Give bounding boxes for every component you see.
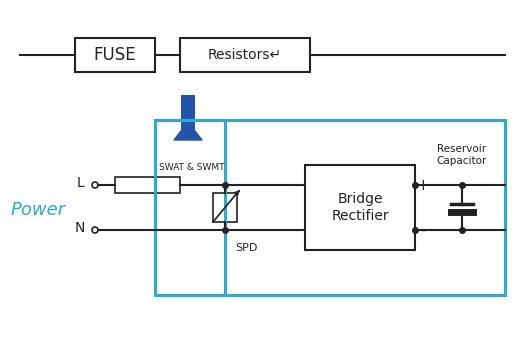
Text: SPD: SPD — [235, 243, 258, 253]
Text: ~: ~ — [289, 177, 302, 192]
Bar — [305, 165, 415, 250]
Text: +: + — [417, 177, 429, 192]
Bar — [213, 193, 237, 222]
Text: N: N — [75, 221, 85, 235]
Bar — [75, 38, 155, 72]
Text: Bridge
Rectifier: Bridge Rectifier — [331, 193, 389, 223]
Text: Power: Power — [11, 201, 66, 219]
Text: SWAT & SWMT: SWAT & SWMT — [159, 162, 225, 172]
Text: Reservoir
Capacitor: Reservoir Capacitor — [437, 144, 487, 166]
Bar — [180, 38, 310, 72]
Bar — [181, 95, 195, 140]
Polygon shape — [174, 122, 202, 140]
Text: -: - — [420, 223, 426, 238]
Text: FUSE: FUSE — [94, 46, 136, 64]
Text: Resistors↵: Resistors↵ — [208, 48, 282, 62]
Text: L: L — [76, 176, 84, 190]
Bar — [115, 177, 180, 193]
Text: ~: ~ — [289, 223, 302, 238]
